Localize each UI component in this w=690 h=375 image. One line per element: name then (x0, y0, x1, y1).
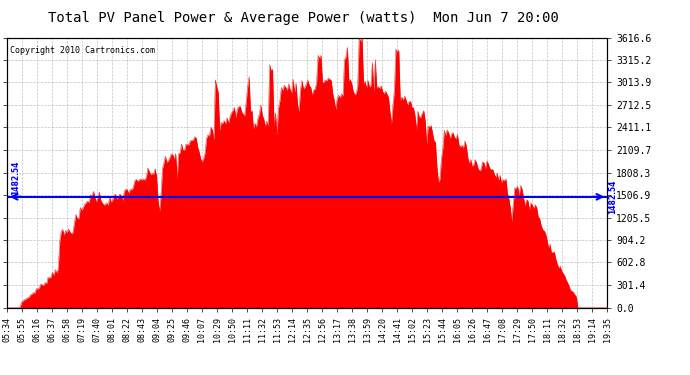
Text: 1482.54: 1482.54 (609, 180, 618, 214)
Text: Copyright 2010 Cartronics.com: Copyright 2010 Cartronics.com (10, 46, 155, 55)
Text: 1482.54: 1482.54 (11, 160, 20, 195)
Text: Total PV Panel Power & Average Power (watts)  Mon Jun 7 20:00: Total PV Panel Power & Average Power (wa… (48, 11, 559, 25)
